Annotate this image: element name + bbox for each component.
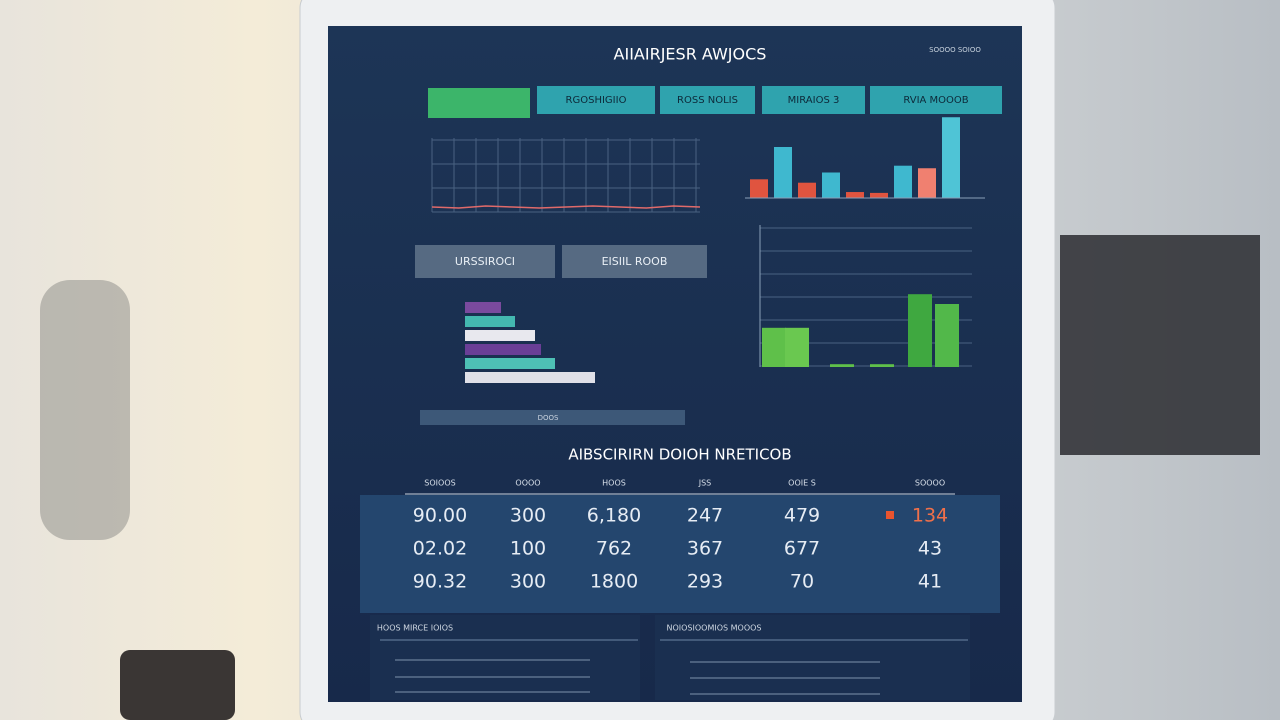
tab-label: MIRAIOS 3 <box>788 95 840 106</box>
tab-active[interactable] <box>428 88 530 118</box>
blurred-object <box>40 280 130 540</box>
table-cell: 41 <box>918 571 942 593</box>
bar <box>798 182 816 198</box>
table-cell: 762 <box>596 538 632 560</box>
bar <box>935 304 959 367</box>
bar <box>894 165 912 198</box>
table-cell: 1800 <box>590 571 638 593</box>
table-header: JSS <box>698 479 712 488</box>
table-cell: 100 <box>510 538 546 560</box>
header-meta: SOOOO SOIOO <box>929 46 981 54</box>
table-header: HOOS <box>602 479 626 488</box>
bar <box>750 179 768 198</box>
footer-sliders <box>395 659 880 695</box>
table-cell: 6,180 <box>587 505 641 527</box>
bar <box>785 327 809 367</box>
table-cell: 90.32 <box>413 571 467 593</box>
footer-panel <box>370 615 640 700</box>
button-label: EISIIL ROOB <box>602 255 668 268</box>
table-cell: 677 <box>784 538 820 560</box>
tab-label: ROSS NOLIS <box>677 95 738 106</box>
footer-panel <box>655 615 970 700</box>
table-cell: 247 <box>687 505 723 527</box>
table-header: SOOOO <box>915 479 945 488</box>
bar <box>822 172 840 198</box>
table-cell: 300 <box>510 571 546 593</box>
bar <box>942 117 960 198</box>
footer-label: NOIOSIOOMIOS MOOOS <box>666 624 761 633</box>
table-cell: 367 <box>687 538 723 560</box>
dashboard-title: AIIAIRJESR AWJOCS <box>614 45 767 64</box>
table-cell: 134 <box>912 505 948 527</box>
strip <box>420 410 685 425</box>
tab-label: RVIA MOOOB <box>903 95 968 106</box>
table-cell: 90.00 <box>413 505 467 527</box>
h-bar <box>465 358 555 369</box>
bar <box>918 168 936 198</box>
tab-label: RGOSHIGIIO <box>566 95 627 106</box>
table-header: OOIE S <box>788 479 816 488</box>
h-bar <box>465 330 535 341</box>
bar <box>830 364 854 367</box>
table-cell: 70 <box>790 571 814 593</box>
section-title: AIBSCIRIRN DOIOH NRETICOB <box>568 446 791 464</box>
table-cell: 293 <box>687 571 723 593</box>
tab[interactable] <box>870 86 1002 114</box>
button[interactable] <box>562 245 707 278</box>
bar <box>870 192 888 198</box>
h-bar <box>465 316 515 327</box>
h-bar <box>465 372 595 383</box>
table-cell: 02.02 <box>413 538 467 560</box>
bar <box>774 147 792 198</box>
table-cell: 300 <box>510 505 546 527</box>
bar <box>870 364 894 367</box>
tab[interactable] <box>762 86 865 114</box>
table-cell: 43 <box>918 538 942 560</box>
h-bar <box>465 302 501 313</box>
bar <box>846 192 864 198</box>
line-chart-label: DOOS <box>538 414 559 422</box>
blurred-monitor <box>1060 235 1260 455</box>
table-header: SOIOOS <box>424 479 455 488</box>
blurred-cup <box>120 650 235 720</box>
alert-dot <box>886 511 894 519</box>
bar <box>908 294 932 367</box>
table-header: OOOO <box>515 479 540 488</box>
button[interactable] <box>415 245 555 278</box>
tab[interactable] <box>537 86 655 114</box>
tab[interactable] <box>660 86 755 114</box>
line-series <box>431 205 701 209</box>
button-label: URSSIROCI <box>455 255 515 268</box>
bar <box>762 327 786 367</box>
table-cell: 479 <box>784 505 820 527</box>
footer-label: HOOS MIRCE IOIOS <box>377 624 453 633</box>
h-bar <box>465 344 541 355</box>
